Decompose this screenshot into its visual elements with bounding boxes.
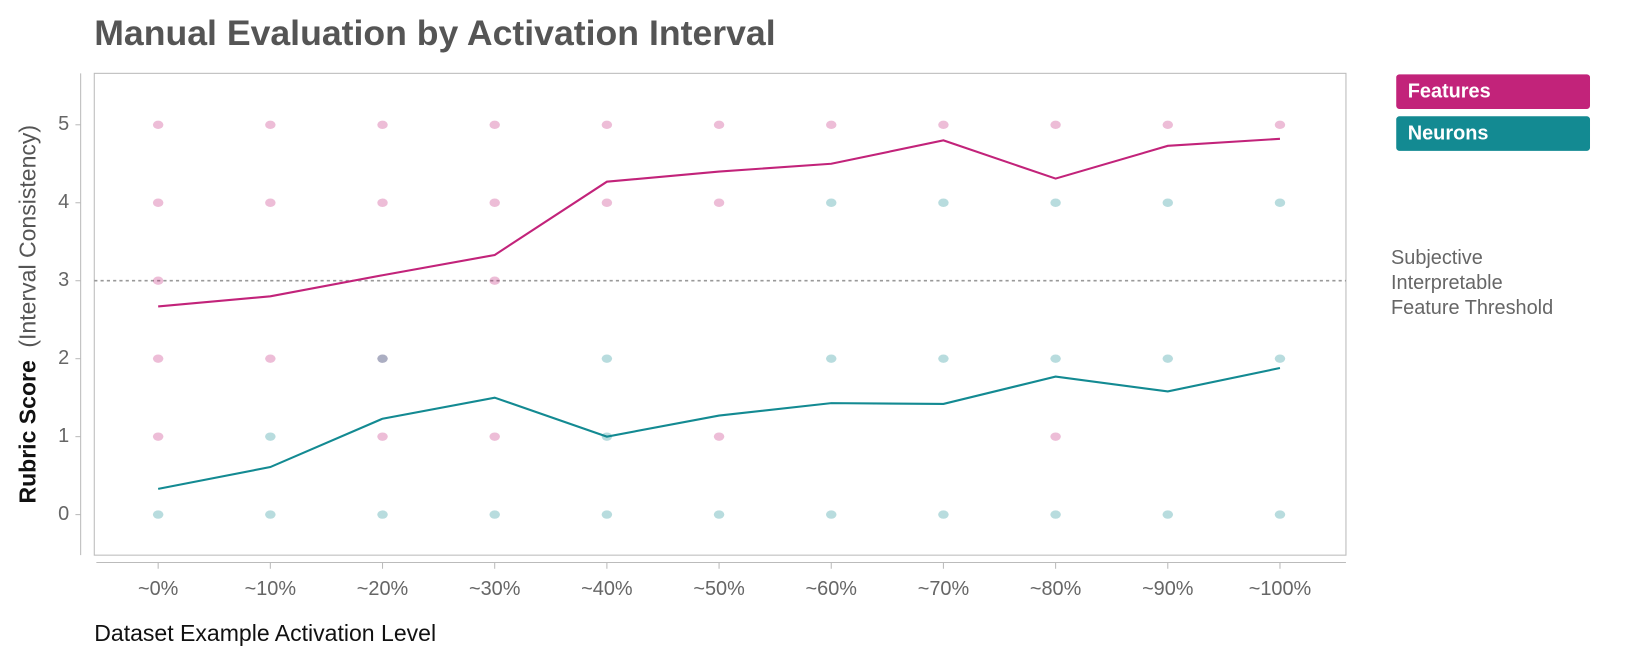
rating-dot bbox=[1050, 432, 1061, 441]
rating-dot bbox=[377, 510, 388, 519]
rating-dot bbox=[152, 432, 164, 441]
rating-dot bbox=[1050, 198, 1061, 207]
threshold-label: Interpretable bbox=[1391, 272, 1503, 294]
rating-dot bbox=[377, 198, 388, 207]
x-tick-label: ~0% bbox=[138, 578, 178, 600]
rating-dot bbox=[826, 510, 837, 519]
rating-dot bbox=[1274, 510, 1286, 519]
rating-dot bbox=[938, 354, 949, 363]
rating-dot bbox=[1050, 510, 1061, 519]
rating-dot bbox=[826, 198, 837, 207]
rating-dot bbox=[826, 354, 837, 363]
rating-dot bbox=[489, 120, 500, 129]
x-tick-label: ~80% bbox=[1030, 578, 1081, 600]
chart-title: Manual Evaluation by Activation Interval bbox=[94, 13, 775, 53]
rating-dot bbox=[265, 120, 276, 129]
rating-dot bbox=[826, 120, 837, 129]
rating-dot bbox=[938, 120, 949, 129]
x-tick-label: ~40% bbox=[581, 578, 632, 600]
rating-dot bbox=[713, 120, 725, 129]
rating-dot bbox=[265, 432, 276, 441]
y-tick-label: 4 bbox=[58, 191, 69, 213]
y-axis-title: Rubric Score bbox=[14, 360, 40, 504]
rating-dot bbox=[1274, 198, 1286, 207]
rating-dot bbox=[601, 120, 613, 129]
x-tick-label: ~100% bbox=[1249, 578, 1312, 600]
y-axis-label: Rubric Score (Interval Consistency) bbox=[14, 125, 40, 504]
rating-dot bbox=[152, 510, 164, 519]
rating-dot bbox=[1162, 120, 1174, 129]
y-tick-label: 0 bbox=[58, 503, 69, 525]
rating-dot bbox=[713, 432, 725, 441]
rating-dot bbox=[1162, 198, 1174, 207]
y-tick-label: 5 bbox=[58, 113, 69, 135]
y-tick-label: 3 bbox=[58, 269, 69, 291]
rating-dot bbox=[265, 198, 276, 207]
x-tick-label: ~30% bbox=[469, 578, 520, 600]
rating-dot bbox=[1050, 354, 1061, 363]
rating-dot bbox=[152, 354, 164, 363]
rating-dot bbox=[1274, 120, 1286, 129]
rating-dot bbox=[265, 510, 276, 519]
rating-dot bbox=[601, 510, 613, 519]
rating-dot bbox=[1050, 120, 1061, 129]
rating-dot bbox=[489, 432, 500, 441]
rating-dot bbox=[938, 510, 949, 519]
legend-label: Neurons bbox=[1408, 122, 1489, 144]
series-line bbox=[157, 367, 1281, 490]
rating-dot bbox=[377, 354, 388, 363]
legend-swatch bbox=[1396, 74, 1591, 109]
rating-dot bbox=[1162, 354, 1174, 363]
rating-dot bbox=[265, 354, 276, 363]
legend-label: Features bbox=[1408, 80, 1491, 102]
x-tick-label: ~90% bbox=[1142, 578, 1193, 600]
rating-dot bbox=[377, 120, 388, 129]
rating-dot bbox=[713, 198, 725, 207]
y-tick-label: 2 bbox=[58, 347, 69, 369]
x-axis-label: Dataset Example Activation Level bbox=[94, 620, 436, 646]
threshold-label: Feature Threshold bbox=[1391, 297, 1553, 319]
rating-dot bbox=[152, 120, 164, 129]
rating-dot bbox=[489, 510, 500, 519]
rating-dot bbox=[1162, 510, 1174, 519]
threshold-label: Subjective bbox=[1391, 247, 1483, 269]
rating-dot bbox=[713, 510, 725, 519]
x-tick-label: ~10% bbox=[245, 578, 296, 600]
x-tick-label: ~50% bbox=[693, 578, 744, 600]
rating-dot bbox=[152, 198, 164, 207]
legend-swatch bbox=[1396, 116, 1591, 151]
rating-dot bbox=[377, 432, 388, 441]
plot-frame bbox=[93, 72, 1347, 556]
rating-dot bbox=[489, 276, 500, 285]
rating-dot bbox=[152, 276, 164, 285]
rating-dot bbox=[489, 198, 500, 207]
y-axis-note: (Interval Consistency) bbox=[14, 125, 40, 348]
x-tick-label: ~20% bbox=[357, 578, 408, 600]
series-line bbox=[158, 137, 1281, 308]
rating-dot bbox=[601, 354, 613, 363]
rating-dot bbox=[938, 198, 949, 207]
rating-dot bbox=[377, 354, 388, 363]
x-tick-label: ~70% bbox=[918, 578, 969, 600]
x-tick-label: ~60% bbox=[806, 578, 857, 600]
y-tick-label: 1 bbox=[58, 425, 69, 447]
rating-dot bbox=[601, 198, 613, 207]
rating-dot bbox=[1274, 354, 1286, 363]
